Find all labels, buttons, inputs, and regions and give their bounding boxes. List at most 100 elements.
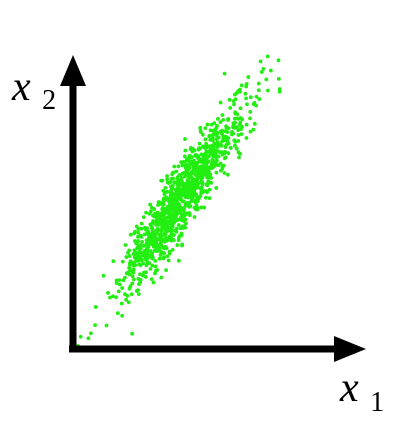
data-point — [108, 295, 112, 300]
data-point — [181, 208, 186, 212]
data-point — [162, 192, 167, 197]
data-point — [218, 120, 223, 125]
data-point — [183, 217, 188, 222]
data-point — [212, 163, 217, 168]
data-point — [239, 83, 244, 88]
data-point — [173, 228, 178, 233]
data-point — [177, 189, 181, 194]
data-point — [152, 214, 157, 219]
data-point — [194, 178, 199, 183]
data-point — [165, 180, 170, 185]
data-point — [130, 281, 135, 286]
data-point — [237, 122, 242, 127]
data-point — [104, 323, 109, 328]
data-point — [177, 182, 182, 186]
data-point — [197, 141, 202, 146]
data-point — [158, 219, 163, 224]
data-point — [176, 193, 181, 198]
data-point — [195, 185, 200, 190]
data-point — [160, 207, 165, 212]
data-point — [190, 149, 195, 154]
data-point — [126, 250, 130, 255]
data-point — [114, 295, 119, 300]
data-point — [214, 137, 219, 142]
data-point — [276, 77, 281, 81]
data-point — [114, 281, 119, 286]
data-point — [185, 157, 190, 161]
data-point — [244, 136, 249, 140]
data-point — [116, 289, 121, 294]
data-point — [111, 259, 116, 264]
data-point — [176, 186, 181, 191]
data-point — [117, 282, 122, 287]
data-point — [132, 277, 136, 282]
data-point — [145, 256, 150, 261]
data-point — [172, 194, 177, 199]
data-point — [210, 138, 215, 143]
data-point — [170, 222, 175, 227]
data-point — [234, 146, 239, 151]
data-point — [184, 221, 188, 226]
data-point — [256, 81, 261, 86]
data-point — [205, 172, 210, 176]
data-point — [268, 68, 273, 73]
data-point — [202, 160, 206, 165]
data-point — [187, 159, 192, 164]
data-point — [166, 258, 171, 263]
data-point — [166, 238, 170, 242]
data-point — [170, 248, 175, 252]
data-point — [117, 278, 122, 283]
data-point — [111, 294, 115, 299]
data-point — [89, 331, 93, 336]
data-point — [165, 174, 169, 178]
data-point — [215, 116, 220, 121]
data-point — [183, 203, 188, 207]
x-axis-arrowhead — [334, 336, 366, 362]
data-point — [222, 156, 227, 161]
data-point — [130, 274, 135, 279]
data-point — [203, 189, 208, 193]
data-point — [165, 219, 170, 224]
data-point — [176, 258, 181, 263]
data-point — [221, 163, 226, 168]
data-point — [172, 180, 177, 185]
data-point — [171, 214, 176, 219]
data-point — [181, 199, 186, 204]
data-point — [141, 215, 146, 220]
data-point — [203, 169, 208, 174]
data-point — [148, 241, 153, 246]
data-point — [254, 103, 259, 108]
data-point — [179, 205, 183, 210]
data-point — [138, 263, 143, 268]
data-point — [208, 128, 213, 133]
data-point — [169, 196, 174, 201]
data-point — [205, 175, 210, 180]
data-point — [257, 97, 262, 101]
data-point — [236, 133, 241, 137]
data-point — [124, 297, 129, 302]
data-point — [184, 186, 189, 191]
data-point — [209, 146, 214, 151]
data-point — [264, 77, 269, 82]
data-point — [136, 292, 141, 297]
data-point — [158, 253, 163, 257]
data-point — [223, 134, 228, 139]
data-point — [179, 193, 184, 198]
data-point — [170, 203, 175, 208]
data-point — [192, 205, 197, 210]
data-point — [171, 238, 176, 242]
data-point — [226, 126, 231, 131]
data-point — [192, 190, 196, 195]
data-point — [163, 239, 167, 244]
data-point — [149, 236, 154, 240]
data-point — [163, 227, 168, 232]
data-point — [155, 268, 160, 272]
data-point — [203, 137, 208, 142]
data-point — [238, 106, 243, 111]
data-point — [213, 159, 218, 164]
data-point — [148, 202, 153, 207]
data-point — [254, 94, 259, 99]
data-point — [151, 231, 156, 235]
data-point — [147, 211, 152, 216]
